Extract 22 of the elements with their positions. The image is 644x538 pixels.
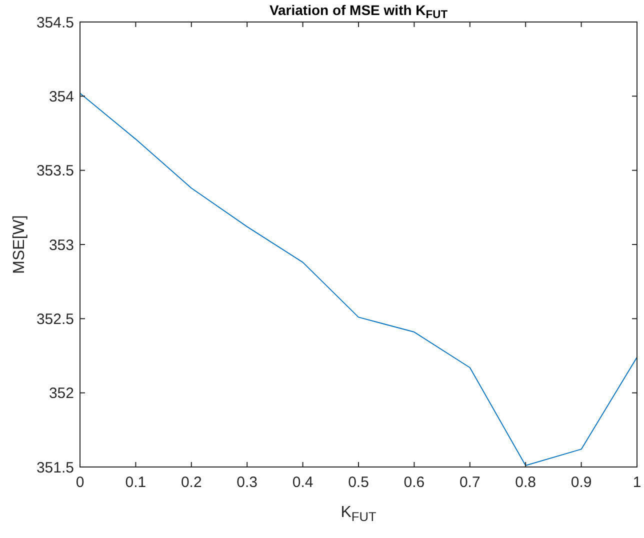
y-axis-title: MSE[W] [11,215,28,274]
y-tick-label: 352 [48,385,74,402]
y-tick-label: 353.5 [36,162,74,180]
y-tick-label: 354 [48,88,74,106]
x-tick-label: 1 [632,474,642,491]
line-series [80,92,638,466]
x-tick-label: 0.1 [125,474,146,491]
x-tick-label: 0.4 [292,474,314,491]
x-tick-label: 0 [76,474,84,491]
x-tick-label: 0.2 [180,474,202,491]
y-tick-label: 353 [48,236,74,254]
x-tick-label: 0.3 [236,474,258,491]
chart-title: Variation of MSE with K$_{FUT}$ [269,2,448,22]
x-axis-title: K$_{FUT}$ [340,504,376,524]
y-tick-label: 352.5 [36,310,74,328]
x-tick-label: 0.5 [348,474,369,491]
y-tick-label: 354.5 [36,14,74,32]
x-tick-label: 0.6 [404,474,425,491]
x-tick-label: 0.7 [459,474,480,491]
y-tick-label: 351.5 [36,459,74,476]
x-tick-label: 0.9 [570,474,592,491]
x-tick-label: 0.8 [515,474,536,491]
